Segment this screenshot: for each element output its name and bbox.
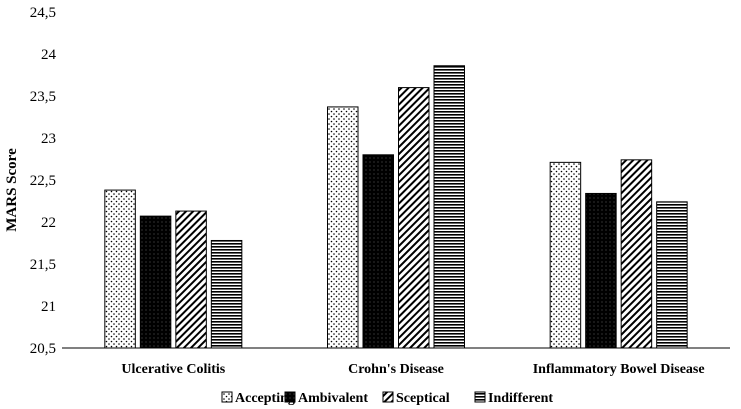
y-tick-label: 21,5 xyxy=(30,257,56,273)
legend-item: Accepting xyxy=(221,391,295,406)
bar xyxy=(362,154,394,349)
bar xyxy=(398,87,430,349)
y-axis-title: MARS Score xyxy=(4,148,20,232)
legend-swatch xyxy=(382,391,394,403)
legend-label: Indifferent xyxy=(488,391,553,406)
bar xyxy=(433,65,465,349)
y-tick-label: 22,5 xyxy=(30,173,56,189)
bar xyxy=(656,201,688,349)
legend-swatch xyxy=(474,391,486,403)
y-tick-label: 24 xyxy=(41,47,57,63)
legend-item: Ambivalent xyxy=(284,391,368,406)
bars xyxy=(104,65,688,349)
bar xyxy=(175,210,207,349)
y-axis-ticks: 20,5 21 21,5 22 22,5 23 23,5 24 24,5 xyxy=(30,5,57,357)
x-category-label: Inflammatory Bowel Disease xyxy=(533,362,705,377)
legend-label: Accepting xyxy=(235,391,295,406)
legend-item: Indifferent xyxy=(474,391,553,406)
bar xyxy=(620,159,653,349)
legend-swatch xyxy=(221,391,233,403)
legend-label: Ambivalent xyxy=(298,391,368,406)
legend-swatch xyxy=(284,391,296,403)
y-tick-label: 21 xyxy=(41,299,56,315)
y-tick-label: 23 xyxy=(41,131,56,147)
y-tick-label: 22 xyxy=(41,215,56,231)
bar xyxy=(139,215,172,349)
bar xyxy=(210,239,243,349)
bar xyxy=(104,189,136,349)
legend-label: Sceptical xyxy=(396,391,450,406)
bar xyxy=(585,192,617,349)
x-category-label: Crohn's Disease xyxy=(348,362,444,377)
legend-item: Sceptical xyxy=(382,391,450,406)
category-labels: Ulcerative Colitis Crohn's Disease Inflamm… xyxy=(121,362,704,377)
x-category-label: Ulcerative Colitis xyxy=(121,362,225,377)
y-tick-label: 23,5 xyxy=(30,89,56,105)
bar xyxy=(549,161,582,349)
y-tick-label: 20,5 xyxy=(30,341,56,357)
bar xyxy=(327,106,359,349)
legend: Accepting Ambivalent Sceptical Indifferent xyxy=(221,391,553,406)
y-tick-label: 24,5 xyxy=(30,5,56,21)
